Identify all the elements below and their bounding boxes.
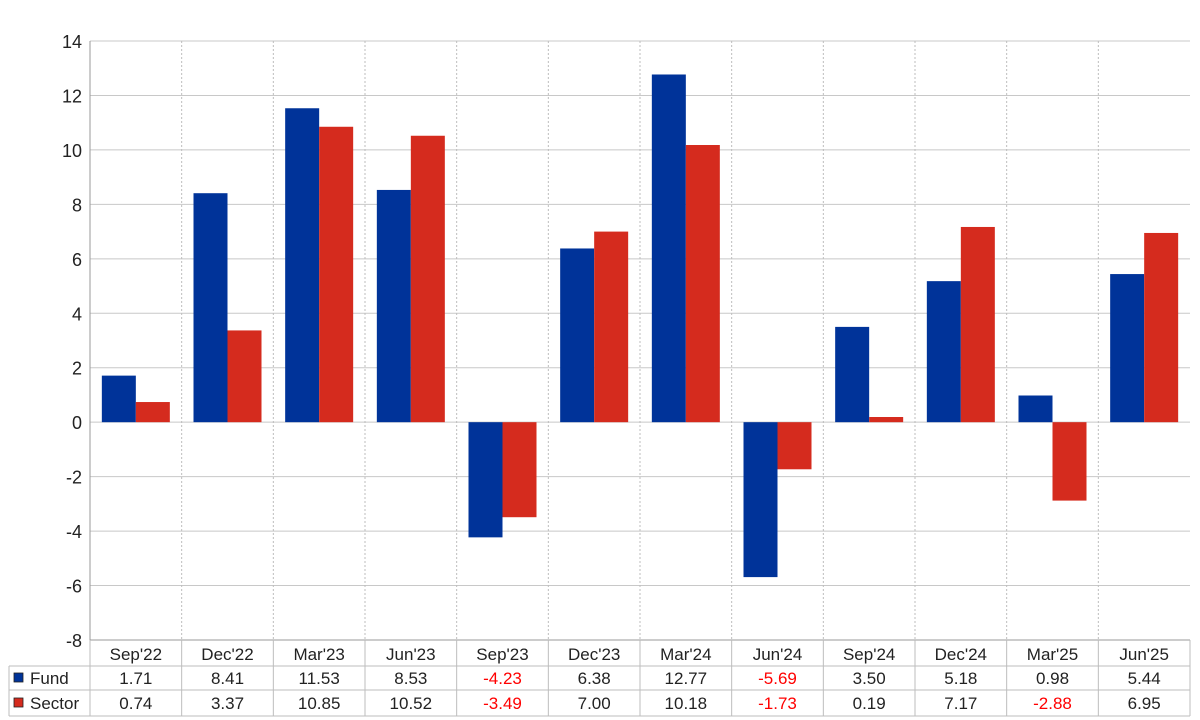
bar-fund bbox=[468, 422, 503, 538]
y-tick-label: 6 bbox=[72, 250, 82, 270]
data-label-fund: 12.77 bbox=[665, 669, 708, 688]
y-tick-label: -6 bbox=[66, 577, 82, 597]
bar-fund bbox=[193, 193, 228, 423]
x-tick-label: Sep'22 bbox=[110, 645, 162, 664]
y-tick-label: 0 bbox=[72, 413, 82, 433]
x-tick-label: Jun'23 bbox=[386, 645, 436, 664]
data-label-fund: 1.71 bbox=[119, 669, 152, 688]
data-table: Sep'22 Dec'22 Mar'23 Jun'23 Sep'23 Dec'23 Mar'… bbox=[8, 640, 1191, 717]
bar-fund bbox=[835, 326, 870, 423]
data-label-fund: 8.41 bbox=[211, 669, 244, 688]
bar-fund bbox=[101, 375, 136, 423]
data-label-sector: 6.95 bbox=[1128, 694, 1161, 713]
legend-swatch-sector bbox=[13, 697, 24, 708]
data-label-fund: 5.44 bbox=[1128, 669, 1161, 688]
y-tick-label: -2 bbox=[66, 468, 82, 488]
data-label-sector: 7.17 bbox=[944, 694, 977, 713]
y-tick-label: 2 bbox=[72, 359, 82, 379]
data-label-sector: -2.88 bbox=[1033, 694, 1072, 713]
data-label-sector: 7.00 bbox=[578, 694, 611, 713]
x-tick-label: Sep'24 bbox=[843, 645, 895, 664]
x-tick-label: Dec'24 bbox=[935, 645, 987, 664]
data-label-sector: 3.37 bbox=[211, 694, 244, 713]
data-label-fund: 0.98 bbox=[1036, 669, 1069, 688]
y-tick-label: 8 bbox=[72, 195, 82, 215]
y-tick-label: -8 bbox=[66, 631, 82, 651]
x-tick-label: Mar'25 bbox=[1027, 645, 1078, 664]
bar-sector bbox=[869, 417, 904, 423]
legend-swatch-fund bbox=[13, 672, 24, 683]
data-label-sector: 0.19 bbox=[853, 694, 886, 713]
data-label-fund: 5.18 bbox=[944, 669, 977, 688]
bar-sector bbox=[594, 231, 629, 423]
data-label-fund: 11.53 bbox=[299, 669, 340, 688]
x-tick-label: Dec'22 bbox=[201, 645, 253, 664]
bar-fund bbox=[651, 74, 686, 423]
bar-sector bbox=[502, 422, 537, 518]
data-label-sector: -1.73 bbox=[758, 694, 797, 713]
data-label-sector: 10.85 bbox=[298, 694, 341, 713]
y-tick-label: -4 bbox=[66, 522, 82, 542]
bar-sector bbox=[227, 330, 262, 423]
bar-fund bbox=[1110, 274, 1145, 423]
bar-sector bbox=[777, 422, 812, 470]
bar-fund bbox=[743, 422, 778, 578]
x-tick-label: Jun'24 bbox=[753, 645, 803, 664]
bar-sector bbox=[685, 145, 720, 423]
legend-label-fund: Fund bbox=[30, 669, 69, 688]
y-tick-label: 12 bbox=[62, 86, 82, 106]
bar-fund bbox=[1018, 395, 1053, 423]
bar-sector bbox=[319, 126, 354, 423]
x-tick-label: Dec'23 bbox=[568, 645, 620, 664]
x-tick-label: Jun'25 bbox=[1119, 645, 1169, 664]
y-tick-label: 4 bbox=[72, 304, 82, 324]
bar-sector bbox=[135, 402, 170, 423]
grid-layer bbox=[90, 40, 1190, 641]
x-tick-label: Sep'23 bbox=[476, 645, 528, 664]
bar-sector bbox=[1052, 422, 1087, 501]
data-label-fund: 8.53 bbox=[394, 669, 427, 688]
bar-fund bbox=[926, 281, 961, 423]
data-label-sector: 10.18 bbox=[665, 694, 708, 713]
data-label-fund: -4.23 bbox=[483, 669, 522, 688]
y-tick-label: 10 bbox=[62, 141, 82, 161]
bar-fund bbox=[376, 189, 411, 423]
data-label-sector: 10.52 bbox=[390, 694, 433, 713]
bar-sector bbox=[1144, 232, 1179, 423]
x-tick-label: Mar'23 bbox=[293, 645, 344, 664]
y-tick-label: 14 bbox=[62, 32, 82, 52]
bar-layer bbox=[101, 74, 1179, 578]
legend-label-sector: Sector bbox=[30, 694, 79, 713]
data-label-sector: -3.49 bbox=[483, 694, 522, 713]
x-tick-label: Mar'24 bbox=[660, 645, 711, 664]
data-label-fund: 3.50 bbox=[853, 669, 886, 688]
data-label-fund: -5.69 bbox=[758, 669, 797, 688]
bar-fund bbox=[560, 248, 595, 423]
bar-sector bbox=[960, 226, 995, 423]
data-label-fund: 6.38 bbox=[578, 669, 611, 688]
bar-fund bbox=[285, 108, 320, 423]
bar-sector bbox=[410, 135, 445, 423]
data-label-sector: 0.74 bbox=[119, 694, 152, 713]
